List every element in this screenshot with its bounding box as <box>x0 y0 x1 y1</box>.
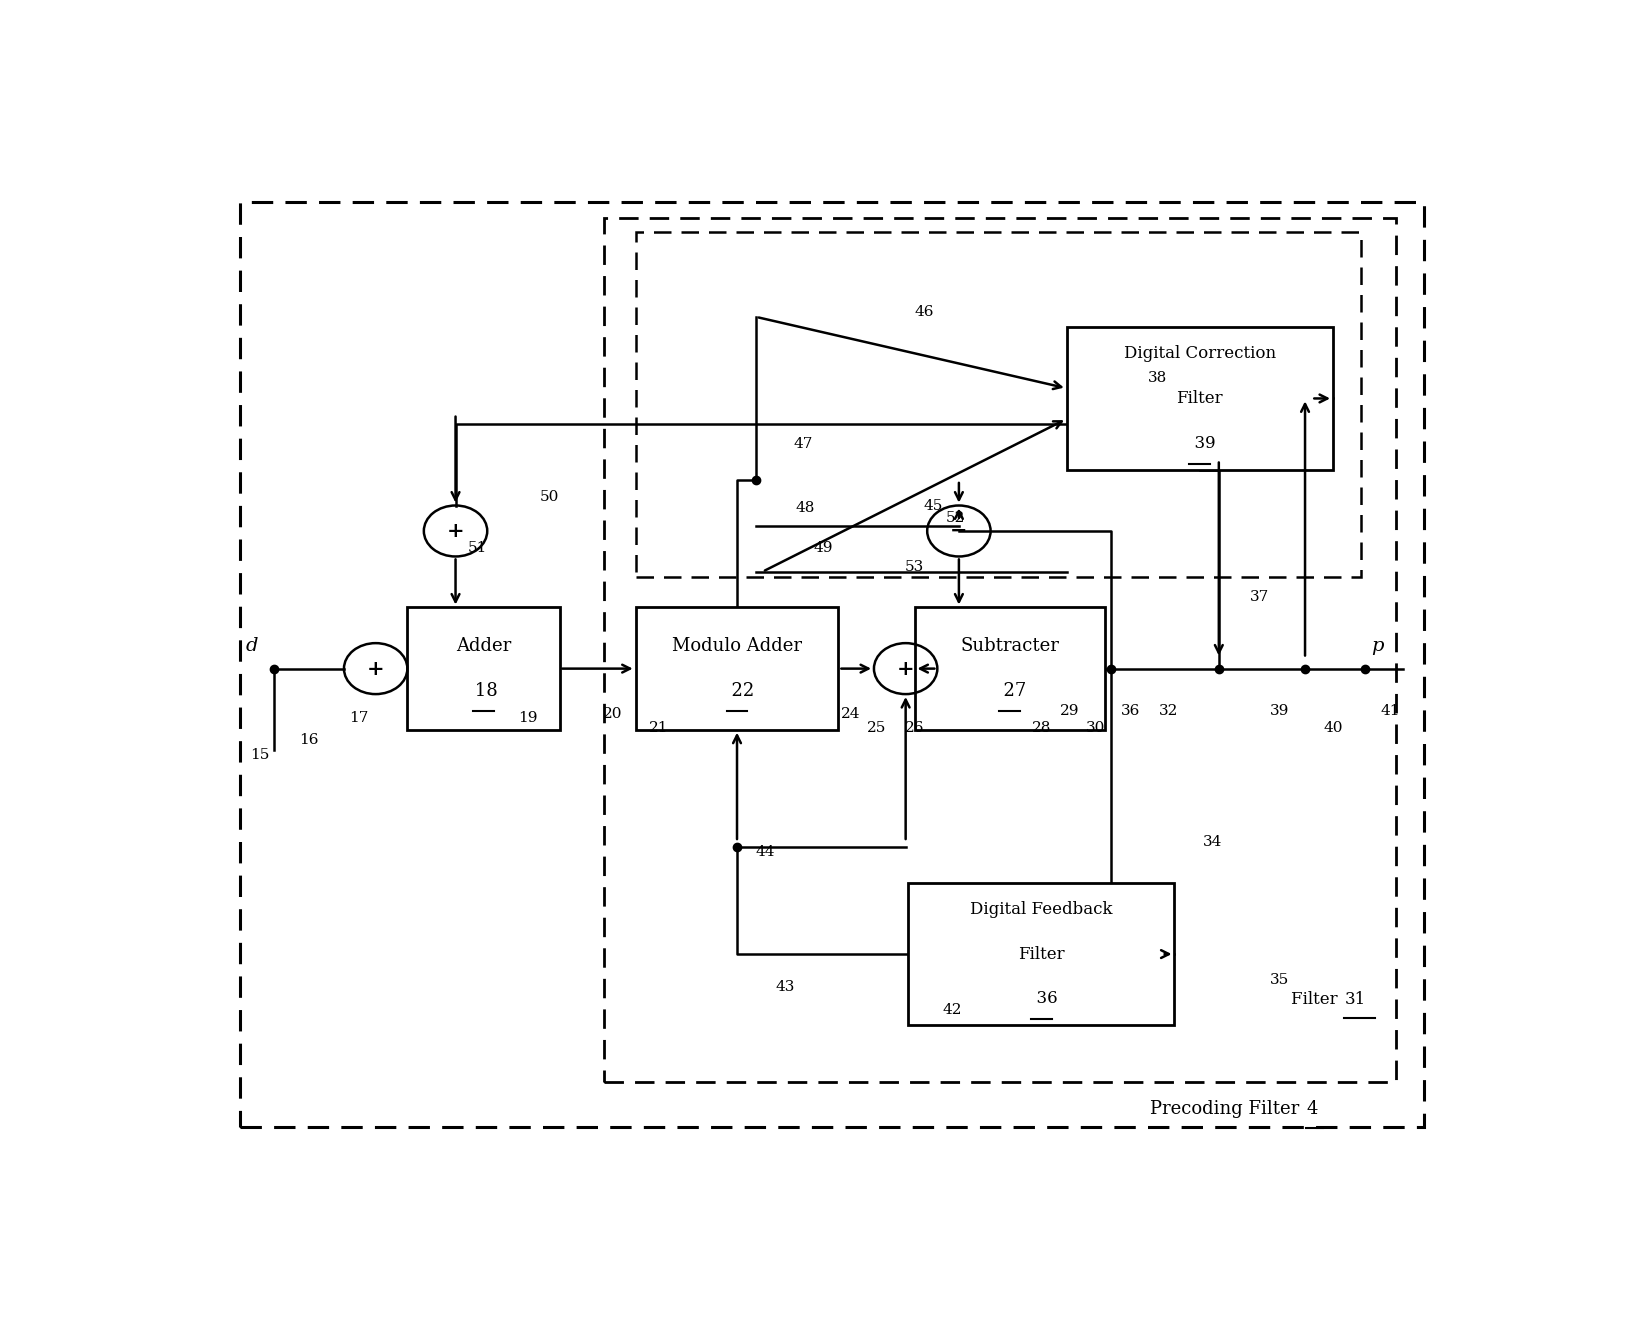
Text: 31: 31 <box>1345 992 1366 1009</box>
Text: 32: 32 <box>1158 704 1178 719</box>
Text: 46: 46 <box>915 305 934 319</box>
Text: 35: 35 <box>1270 973 1289 986</box>
Text: 53: 53 <box>905 560 924 573</box>
Text: 26: 26 <box>905 720 924 735</box>
Text: Digital Feedback: Digital Feedback <box>970 900 1112 918</box>
Text: 47: 47 <box>793 437 813 451</box>
Text: Filter: Filter <box>1018 945 1065 963</box>
Text: 24: 24 <box>841 707 861 722</box>
Text: +: + <box>447 520 465 542</box>
Text: 45: 45 <box>924 499 944 512</box>
Text: 4: 4 <box>1306 1100 1317 1117</box>
Text: Modulo Adder: Modulo Adder <box>672 637 802 655</box>
Text: 29: 29 <box>1060 704 1080 719</box>
Text: 51: 51 <box>468 542 488 555</box>
Text: 43: 43 <box>775 980 795 994</box>
Text: 28: 28 <box>1032 720 1050 735</box>
Text: Filter: Filter <box>1176 391 1224 406</box>
Text: Subtracter: Subtracter <box>960 637 1058 655</box>
Text: +: + <box>366 658 384 679</box>
FancyBboxPatch shape <box>908 883 1175 1025</box>
Text: 48: 48 <box>795 500 815 515</box>
Text: 50: 50 <box>540 490 560 504</box>
Text: Filter: Filter <box>1291 992 1343 1009</box>
FancyBboxPatch shape <box>915 608 1104 730</box>
Text: 36: 36 <box>1026 990 1057 1008</box>
Text: +: + <box>897 658 915 679</box>
Text: Adder: Adder <box>456 637 510 655</box>
Text: 49: 49 <box>813 542 833 555</box>
Text: Precoding Filter: Precoding Filter <box>1150 1100 1306 1117</box>
Text: 52: 52 <box>946 511 965 524</box>
Text: Digital Correction: Digital Correction <box>1124 346 1276 361</box>
Text: 30: 30 <box>1086 720 1106 735</box>
Text: 17: 17 <box>350 711 368 724</box>
FancyBboxPatch shape <box>1067 327 1333 470</box>
Text: 44: 44 <box>756 845 775 859</box>
FancyBboxPatch shape <box>635 608 839 730</box>
Text: 39: 39 <box>1270 704 1289 719</box>
Text: 22: 22 <box>720 682 754 700</box>
Text: 37: 37 <box>1250 591 1270 604</box>
Text: 27: 27 <box>993 682 1027 700</box>
Text: 19: 19 <box>519 711 538 724</box>
Text: 39: 39 <box>1184 434 1216 451</box>
Text: −: − <box>951 520 967 542</box>
Text: 40: 40 <box>1324 720 1343 735</box>
Text: d: d <box>245 637 257 655</box>
Text: 16: 16 <box>299 733 319 747</box>
Text: p: p <box>1371 637 1384 655</box>
Text: 20: 20 <box>604 707 623 722</box>
Text: 15: 15 <box>250 748 270 763</box>
Text: 34: 34 <box>1202 835 1222 849</box>
Text: 41: 41 <box>1381 704 1400 719</box>
Text: 18: 18 <box>470 682 497 700</box>
Text: 42: 42 <box>942 1004 962 1017</box>
Text: 36: 36 <box>1121 704 1140 719</box>
FancyBboxPatch shape <box>407 608 560 730</box>
Text: 21: 21 <box>648 720 667 735</box>
Text: 38: 38 <box>1148 371 1168 385</box>
Text: 25: 25 <box>867 720 887 735</box>
